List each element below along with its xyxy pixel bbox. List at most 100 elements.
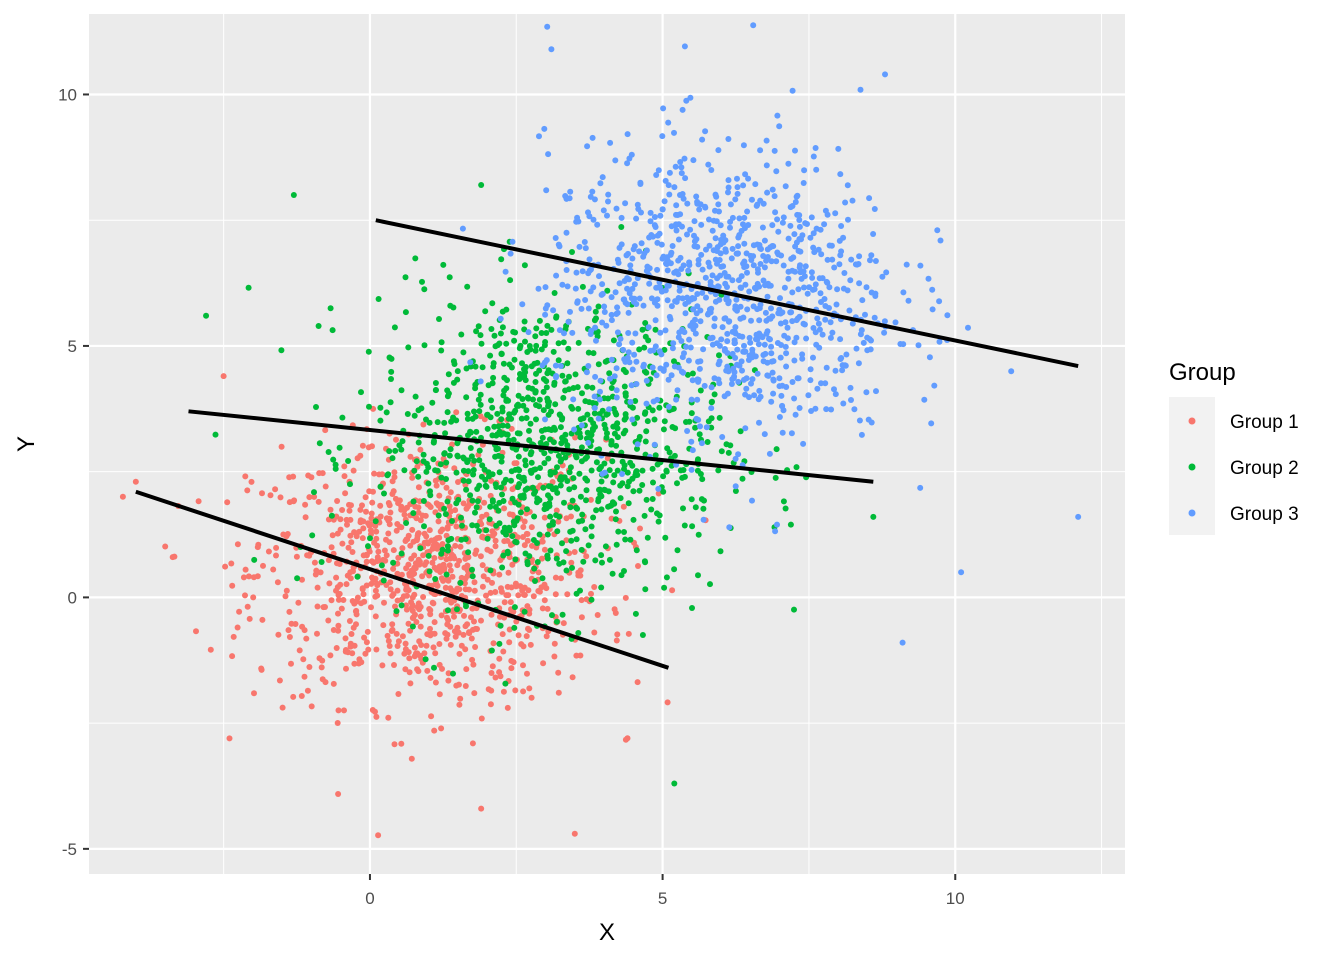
data-point <box>244 603 251 610</box>
data-point <box>496 499 503 506</box>
data-point <box>423 468 430 475</box>
data-point <box>413 515 420 522</box>
data-point <box>819 275 826 282</box>
data-point <box>633 301 640 307</box>
data-point <box>612 157 619 164</box>
data-point <box>409 615 416 621</box>
data-point <box>606 406 612 413</box>
data-point <box>769 186 776 193</box>
data-point <box>683 419 689 425</box>
data-point <box>644 263 651 270</box>
data-point <box>511 337 518 344</box>
data-point <box>340 597 347 603</box>
data-point <box>410 498 417 505</box>
data-point <box>627 536 634 543</box>
series-points-group-1 <box>119 355 709 839</box>
data-point <box>479 534 486 541</box>
data-point <box>389 626 396 633</box>
data-point <box>259 616 266 623</box>
data-point <box>383 536 389 543</box>
data-point <box>322 427 329 434</box>
data-point <box>564 360 571 367</box>
data-point <box>578 305 585 312</box>
data-point <box>586 256 593 263</box>
data-point <box>695 572 701 579</box>
data-point <box>499 404 506 411</box>
data-point <box>393 436 399 443</box>
data-point <box>446 452 453 459</box>
data-point <box>789 87 796 94</box>
data-point <box>521 542 528 549</box>
data-point <box>666 449 673 456</box>
data-point <box>717 548 724 555</box>
data-point <box>809 274 816 281</box>
data-point <box>520 688 527 695</box>
data-point <box>386 354 393 361</box>
data-point <box>685 357 692 364</box>
data-point <box>900 289 907 296</box>
data-point <box>791 357 798 364</box>
data-point <box>639 326 646 333</box>
data-point <box>609 458 616 465</box>
data-point <box>578 597 585 604</box>
data-point <box>539 434 546 441</box>
data-point <box>429 545 436 552</box>
data-point <box>461 580 468 587</box>
data-point <box>479 462 486 469</box>
data-point <box>391 662 397 668</box>
data-point <box>725 136 732 142</box>
data-point <box>625 500 632 507</box>
data-point <box>458 331 465 338</box>
data-point <box>436 566 443 573</box>
data-point <box>655 518 662 525</box>
data-point <box>391 474 398 481</box>
legend-title: Group <box>1169 359 1236 386</box>
data-point <box>610 337 617 344</box>
data-point <box>648 295 655 302</box>
data-point <box>551 424 557 431</box>
data-point <box>490 374 497 381</box>
data-point <box>473 328 480 335</box>
data-point <box>415 473 422 480</box>
data-point <box>793 464 800 471</box>
data-point <box>652 317 659 324</box>
data-point <box>602 543 609 550</box>
data-point <box>434 535 441 542</box>
data-point <box>819 331 826 338</box>
data-point <box>369 499 376 506</box>
data-point <box>449 573 456 580</box>
data-point <box>564 283 571 290</box>
data-point <box>454 376 461 383</box>
data-point <box>624 285 631 292</box>
data-point <box>306 494 313 501</box>
data-point <box>520 492 527 499</box>
data-point <box>401 511 408 518</box>
data-point <box>507 599 514 606</box>
data-point <box>591 410 598 417</box>
data-point <box>571 830 578 837</box>
data-point <box>787 521 794 528</box>
data-point <box>405 344 412 351</box>
data-point <box>285 627 292 634</box>
data-point <box>456 701 463 708</box>
data-point <box>360 518 367 525</box>
data-point <box>371 539 378 546</box>
data-point <box>275 631 282 638</box>
data-point <box>398 602 405 609</box>
data-point <box>346 618 353 624</box>
data-point <box>716 414 723 421</box>
data-point <box>454 585 461 592</box>
data-point <box>762 350 769 357</box>
data-point <box>822 316 829 323</box>
data-point <box>590 420 597 427</box>
data-point <box>529 542 535 549</box>
data-point <box>498 453 505 460</box>
data-point <box>544 605 551 612</box>
data-point <box>591 196 598 203</box>
data-point <box>471 587 478 594</box>
data-point <box>426 568 433 575</box>
data-point <box>248 478 255 485</box>
data-point <box>470 661 477 668</box>
data-point <box>445 537 452 544</box>
data-point <box>336 444 343 451</box>
